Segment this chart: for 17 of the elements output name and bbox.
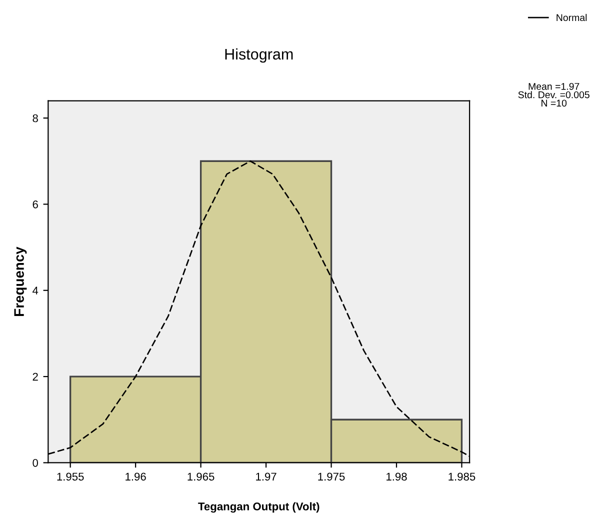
y-axis-title: Frequency <box>14 246 27 316</box>
x-tick-label: 1.975 <box>318 472 345 481</box>
text: Mean =1.97 Std. Dev. =0.005 N =10 <box>518 82 590 107</box>
x-tick-label: 1.97 <box>256 472 276 481</box>
y-tick-label: 8 <box>32 114 38 122</box>
x-tick-label: 1.965 <box>188 472 214 481</box>
y-tick-label: 2 <box>32 372 38 381</box>
y-tick-label: 4 <box>32 286 38 294</box>
x-tick-label: 1.955 <box>57 472 84 481</box>
x-axis-title: Tegangan Output (Volt) <box>198 502 320 513</box>
x-tick-label: 1.98 <box>386 472 407 481</box>
y-tick-label: 0 <box>32 458 38 467</box>
x-tick-label: 1.96 <box>126 472 146 481</box>
legend-label: Normal <box>556 14 587 22</box>
x-tick-label: 1.985 <box>448 472 476 481</box>
y-tick-label: 6 <box>32 200 38 208</box>
chart-title: Histogram <box>225 48 293 63</box>
